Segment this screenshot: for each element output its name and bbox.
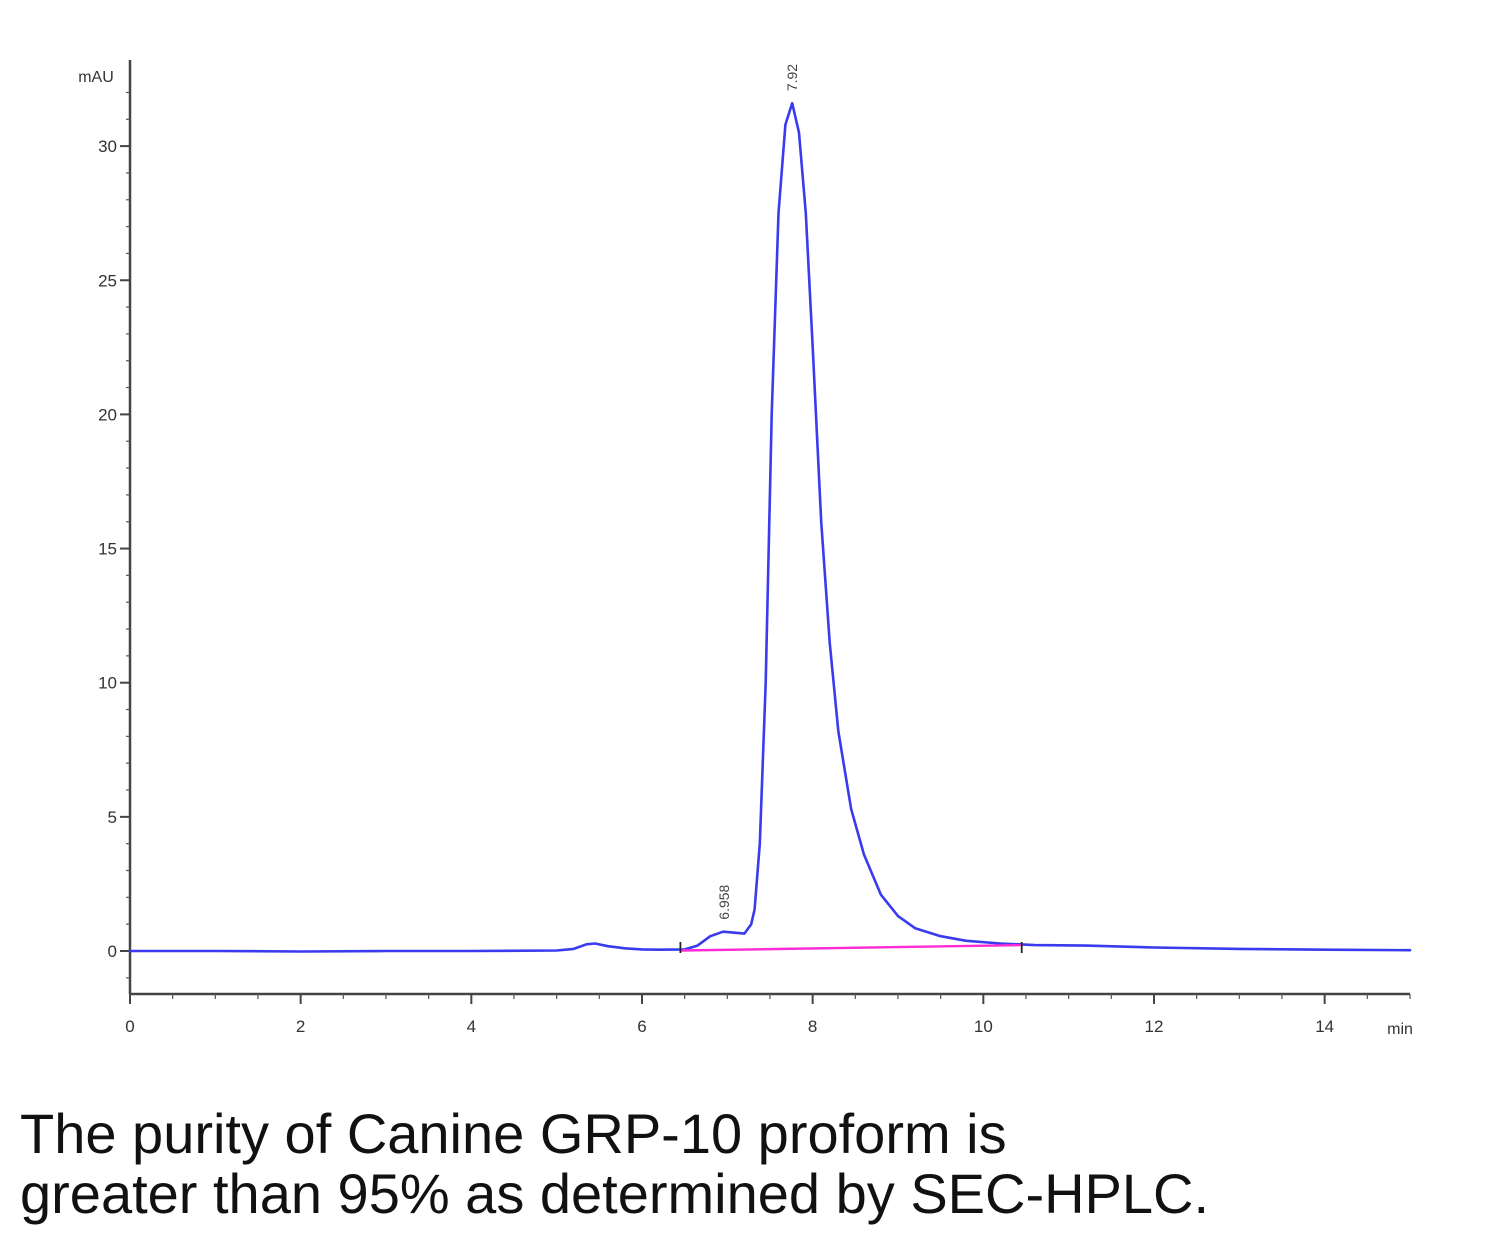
x-tick-label: 4 [467, 1017, 476, 1036]
y-tick-label: 10 [98, 674, 117, 693]
x-axis-unit-label: min [1387, 1021, 1413, 1038]
series-layer: 6.958 7.92 [128, 64, 1412, 953]
axes: 0 5 10 15 20 25 30 0 2 4 6 8 10 12 14 [98, 60, 1411, 1036]
x-tick-label: 2 [296, 1017, 305, 1036]
y-tick-label: 15 [98, 540, 117, 559]
peak-label: 6.958 [716, 884, 732, 919]
x-tick-label: 14 [1315, 1017, 1334, 1036]
y-axis-unit-label: mAU [78, 69, 114, 86]
peak-label: 7.92 [784, 64, 800, 91]
y-tick-label: 30 [98, 137, 117, 156]
chromatogram-trace [128, 101, 1412, 953]
figure-caption: The purity of Canine GRP-10 proform is g… [20, 1104, 1480, 1224]
y-tick-label: 20 [98, 405, 117, 424]
x-tick-label: 12 [1145, 1017, 1164, 1036]
y-tick-label: 0 [108, 942, 117, 961]
x-tick-label: 0 [125, 1017, 134, 1036]
caption-line-2: greater than 95% as determined by SEC-HP… [20, 1162, 1210, 1225]
chromatogram-chart: 0 5 10 15 20 25 30 0 2 4 6 8 10 12 14 6.958 7.92 mAU mi… [78, 60, 1413, 1038]
integration-baseline [679, 943, 1023, 952]
caption-line-1: The purity of Canine GRP-10 proform is [20, 1102, 1007, 1165]
y-tick-label: 25 [98, 271, 117, 290]
x-tick-label: 10 [974, 1017, 993, 1036]
x-tick-label: 8 [808, 1017, 817, 1036]
y-tick-label: 5 [108, 808, 117, 827]
x-tick-label: 6 [637, 1017, 646, 1036]
